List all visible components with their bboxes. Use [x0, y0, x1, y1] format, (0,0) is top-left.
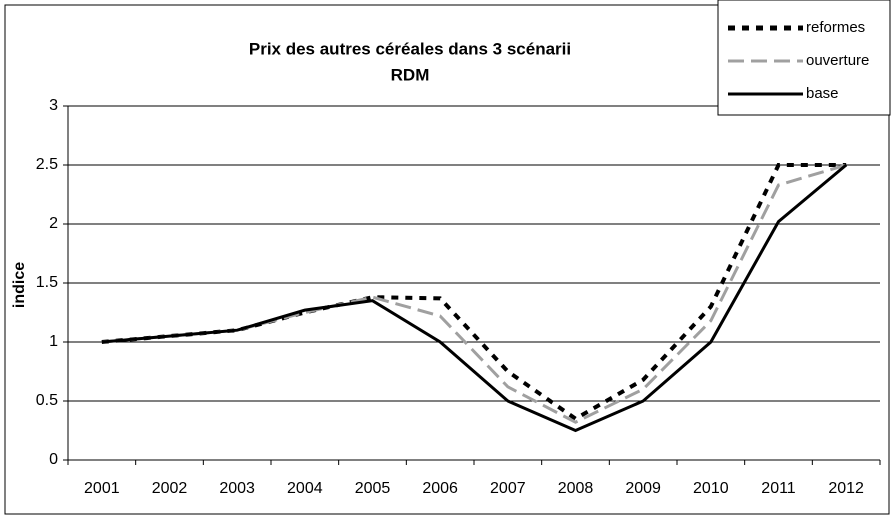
x-tick-label: 2008 — [558, 480, 594, 497]
x-tick-label: 2004 — [287, 480, 323, 497]
y-tick-label: 2 — [49, 215, 58, 232]
y-tick-label: 2.5 — [36, 156, 58, 173]
x-tick-label: 2003 — [219, 480, 255, 497]
line-series — [101, 163, 847, 422]
x-tick-label: 2001 — [84, 480, 120, 497]
x-tick-label: 2012 — [828, 480, 864, 497]
y-tick-label: 0.5 — [36, 392, 58, 409]
x-tick-label: 2011 — [761, 480, 796, 497]
chart-subtitle: RDM — [391, 65, 430, 84]
y-tick-label: 3 — [49, 97, 58, 114]
legend-label: ouverture — [806, 52, 869, 69]
x-tick-label: 2007 — [490, 480, 526, 497]
x-tick-label: 2010 — [693, 480, 729, 497]
x-tick-label: 2006 — [422, 480, 458, 497]
y-axis-label: indice — [11, 262, 28, 308]
legend-box — [717, 0, 891, 116]
y-tick-label: 1 — [49, 333, 58, 350]
x-tick-label: 2005 — [355, 480, 391, 497]
y-tick-label: 0 — [49, 451, 58, 468]
legend-label: reformes — [806, 19, 865, 36]
x-tick-label: 2002 — [152, 480, 188, 497]
legend-label: base — [806, 85, 839, 102]
chart-title: Prix des autres céréales dans 3 scénarii — [249, 39, 571, 58]
line-series — [101, 163, 848, 433]
y-tick-label: 1.5 — [36, 274, 58, 291]
x-tick-label: 2009 — [625, 480, 661, 497]
